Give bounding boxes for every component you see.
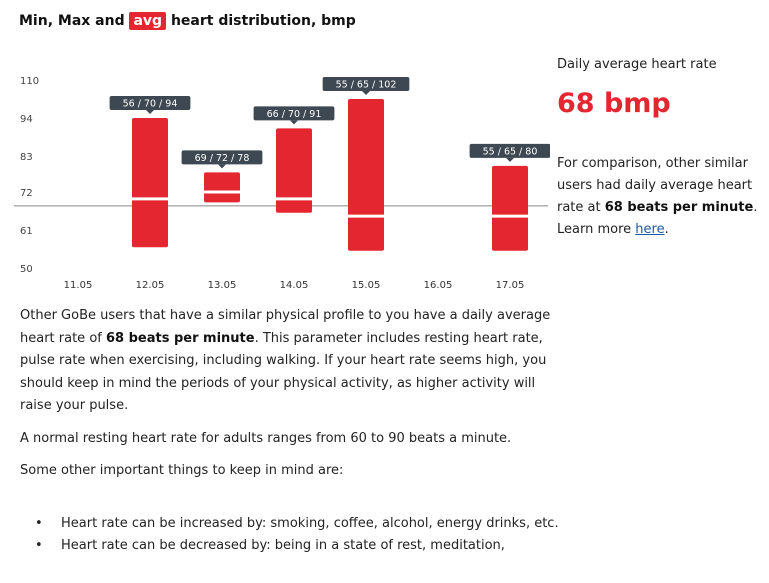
list-item: Heart rate can be increased by: smoking,… — [20, 513, 560, 536]
title-pre: Min, Max and — [19, 13, 125, 29]
y-tick-label: 83 — [20, 152, 33, 163]
comparison-post: . — [753, 200, 758, 215]
label-text: 66 / 70 / 91 — [267, 109, 322, 120]
bar-value-label: 55 / 65 / 102 — [322, 77, 410, 95]
x-tick-label: 12.05 — [136, 280, 165, 291]
x-tick-label: 16.05 — [424, 280, 453, 291]
list-item: Heart rate can be decreased by: being in… — [20, 535, 560, 558]
label-pointer — [290, 120, 298, 125]
y-tick-label: 50 — [20, 264, 33, 275]
label-box — [109, 96, 191, 110]
x-tick-label: 13.05 — [208, 280, 237, 291]
x-tick-label: 14.05 — [280, 280, 309, 291]
p1-bold: 68 beats per minute — [106, 330, 255, 346]
chart-title: Min, Max and avg heart distribution, bmp — [19, 12, 356, 30]
label-box — [253, 106, 335, 121]
label-pointer — [506, 157, 514, 162]
y-tick-label: 110 — [20, 76, 39, 87]
comparison-bold: 68 beats per minute — [604, 200, 754, 215]
bar-value-label: 69 / 72 / 78 — [181, 150, 263, 169]
title-post: heart distribution, bmp — [170, 13, 356, 29]
label-box — [181, 150, 263, 165]
learn-more-link[interactable]: here — [635, 222, 665, 237]
bar-value-label: 55 / 65 / 80 — [469, 143, 550, 162]
range-bar — [348, 99, 384, 251]
label-pointer — [218, 164, 226, 169]
daily-average-panel: Daily average heart rate 68 bmp For comp… — [557, 54, 769, 241]
y-tick-label: 72 — [20, 188, 33, 199]
label-text: 69 / 72 / 78 — [195, 153, 250, 164]
range-bar — [204, 172, 240, 203]
bar-value-label: 56 / 70 / 94 — [109, 96, 191, 114]
learn-more-post: . — [664, 222, 669, 237]
x-tick-label: 15.05 — [352, 280, 381, 291]
bars — [132, 99, 528, 251]
label-box — [322, 77, 410, 91]
article-body: Other GoBe users that have a similar phy… — [20, 305, 560, 558]
x-axis: 11.05 12.05 13.05 14.05 15.05 16.05 17.05 — [64, 280, 525, 291]
tips-list: Heart rate can be increased by: smoking,… — [20, 513, 560, 558]
daily-average-caption: Daily average heart rate — [557, 57, 717, 72]
title-avg-badge: avg — [129, 12, 167, 30]
y-tick-label: 94 — [20, 114, 33, 125]
comparison-pre: For comparison, other similar users had … — [557, 156, 753, 215]
x-tick-label: 11.05 — [64, 280, 93, 291]
label-text: 56 / 70 / 94 — [123, 99, 178, 110]
p1-pre: Other GoBe users that have a similar phy… — [20, 308, 551, 346]
y-tick-label: 61 — [20, 226, 33, 237]
paragraph-2: A normal resting heart rate for adults r… — [20, 430, 512, 446]
label-text: 55 / 65 / 80 — [483, 146, 538, 157]
p1-post: . This parameter includes resting heart … — [20, 330, 547, 414]
paragraph-1: Other GoBe users that have a similar phy… — [20, 305, 560, 418]
bar-labels: 56 / 70 / 94 69 / 72 / 78 66 / 70 / 91 55 /… — [109, 77, 550, 169]
daily-average-value: 68 bmp — [557, 88, 671, 119]
range-bar — [276, 128, 312, 213]
range-bar — [132, 118, 168, 248]
label-pointer — [146, 110, 154, 114]
label-text: 55 / 65 / 102 — [336, 80, 397, 91]
paragraph-3: Some other important things to keep in m… — [20, 463, 344, 478]
y-axis: 50 61 72 83 94 110 — [20, 76, 39, 275]
learn-more-pre: Learn more — [557, 222, 632, 237]
label-box — [469, 143, 550, 158]
range-bar — [492, 165, 528, 251]
label-pointer — [362, 91, 370, 95]
comparison-text: For comparison, other similar users had … — [557, 153, 769, 241]
x-tick-label: 17.05 — [496, 280, 525, 291]
bar-value-label: 66 / 70 / 91 — [253, 106, 335, 125]
